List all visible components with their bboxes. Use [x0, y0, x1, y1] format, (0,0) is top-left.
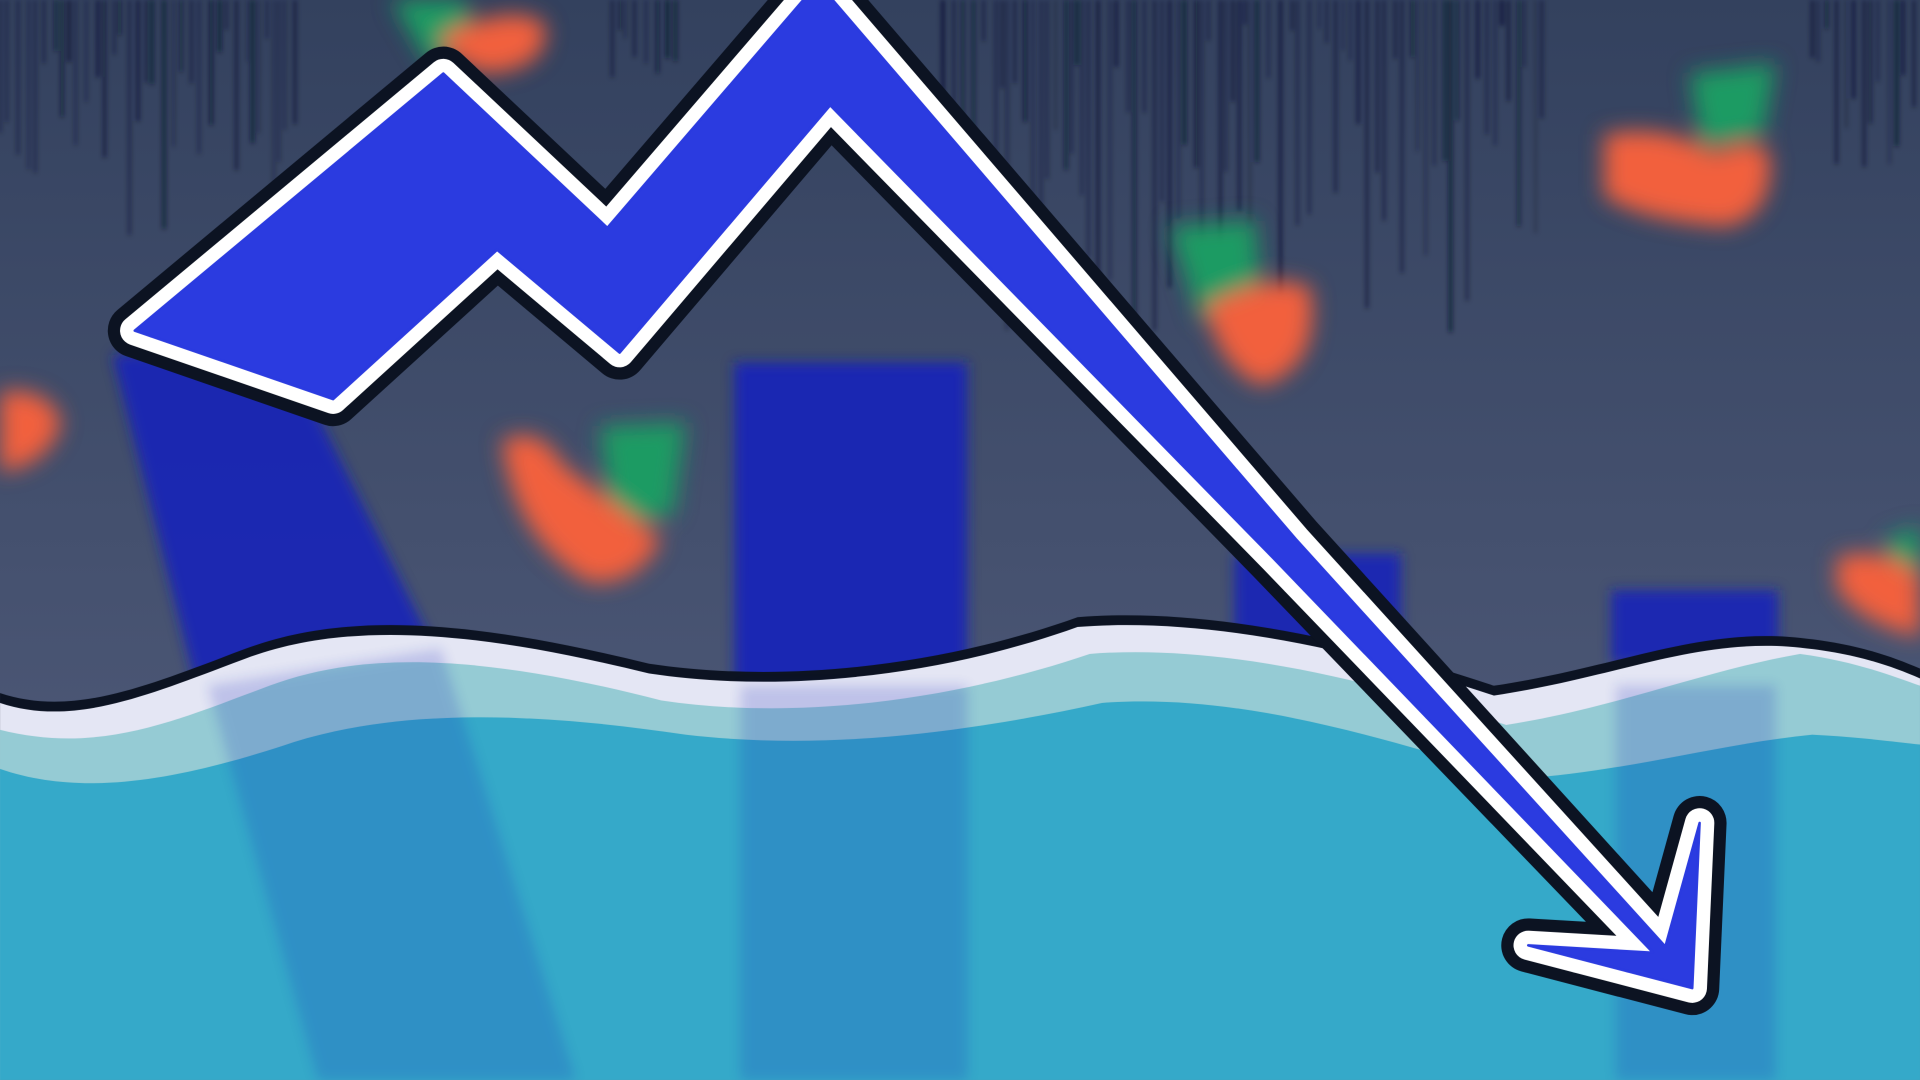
down-trend-arrow-icon	[107, 0, 1727, 1016]
candle-cluster-4	[502, 422, 686, 583]
candle-cluster-6	[1836, 526, 1920, 637]
submerged-bar-center	[740, 685, 968, 1080]
candle-clusters	[0, 0, 1920, 637]
candle-cluster-3	[1169, 220, 1313, 386]
submerged-bars	[208, 648, 1776, 1080]
candle-cluster-2	[1604, 63, 1776, 227]
bar-left	[112, 342, 429, 686]
candle-cluster-5	[0, 390, 62, 472]
submerged-bar-left	[208, 648, 576, 1080]
rain-streaks	[0, 0, 1915, 333]
candle-cluster-1	[391, 0, 546, 74]
bar-center	[734, 362, 968, 694]
arrow-fill	[133, 0, 1701, 990]
